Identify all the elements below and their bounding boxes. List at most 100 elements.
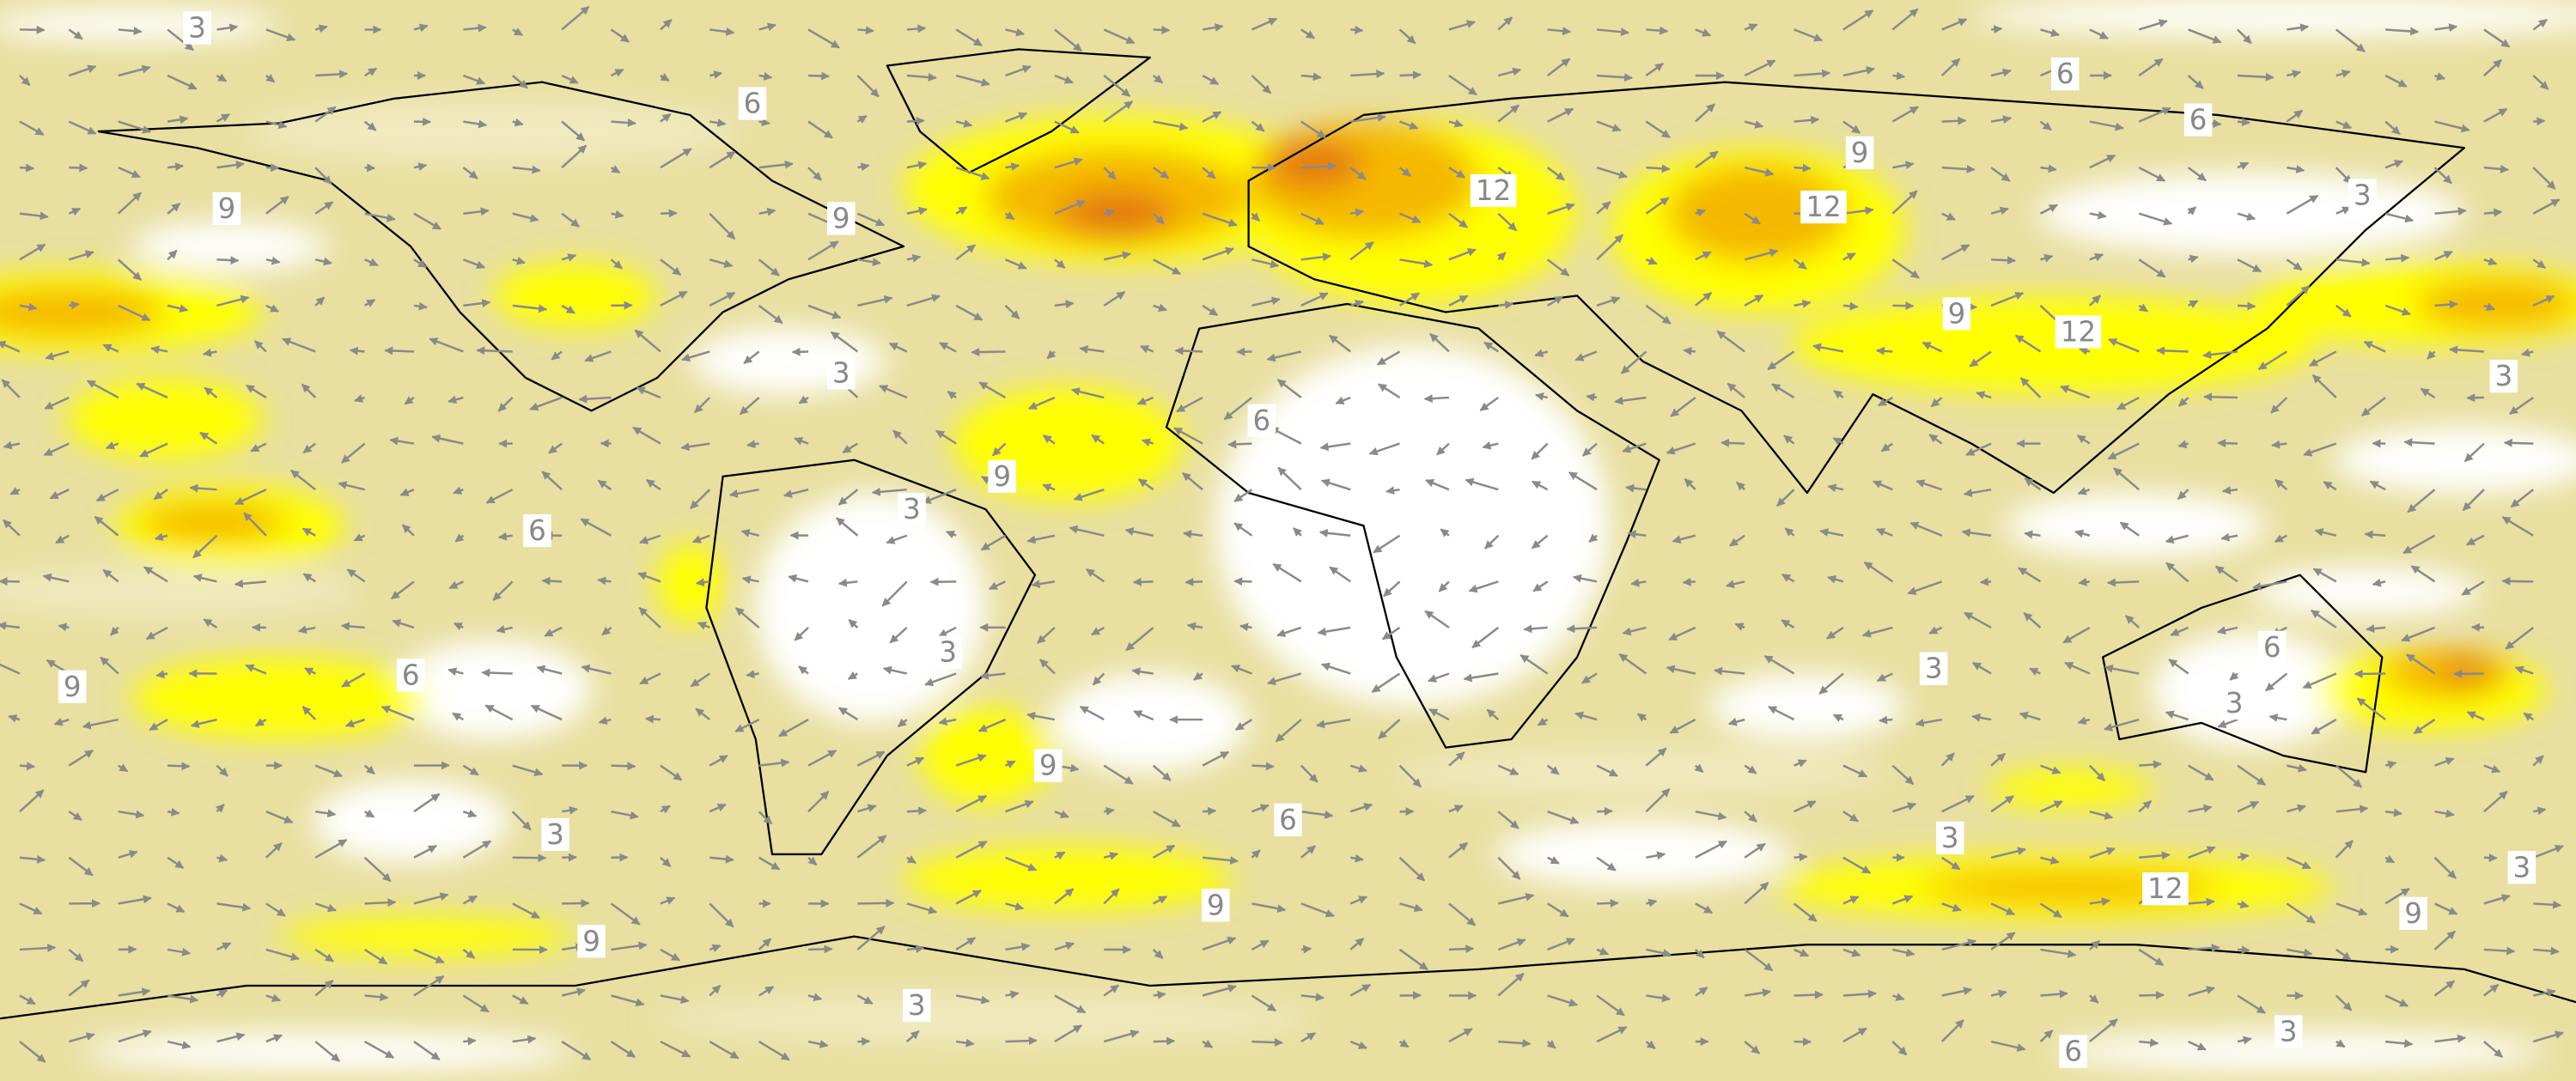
wind-arrow — [167, 28, 194, 52]
wind-arrow — [1991, 256, 2016, 265]
wind-arrow — [19, 762, 35, 771]
wind-arrow — [2104, 664, 2140, 675]
wind-arrow — [1, 379, 21, 398]
wind-arrow — [485, 489, 514, 504]
wind-arrow — [955, 74, 990, 87]
speed-region — [65, 378, 264, 460]
wind-arrow — [1793, 28, 1824, 42]
wind-arrow — [401, 524, 415, 537]
wind-arrow — [1448, 902, 1477, 926]
wind-arrow — [2384, 120, 2401, 136]
wind-arrow — [1103, 100, 1134, 123]
wind-arrow — [2434, 756, 2455, 767]
wind-arrow — [1694, 763, 1704, 774]
wind-arrow — [1136, 396, 1154, 405]
wind-arrow — [110, 626, 119, 636]
wind-arrow — [1534, 349, 1549, 358]
wind-arrow — [1251, 296, 1281, 307]
wind-arrow — [2138, 19, 2168, 31]
wind-arrow — [2449, 345, 2484, 355]
wind-arrow — [2274, 534, 2287, 544]
wind-arrow — [1486, 708, 1500, 720]
wind-arrow — [897, 718, 908, 728]
wind-arrow — [1990, 847, 2027, 859]
wind-arrow — [1833, 390, 1844, 399]
wind-arrow — [2532, 755, 2544, 767]
wind-arrow — [2039, 902, 2062, 919]
wind-arrow — [216, 73, 228, 82]
wind-arrow — [250, 442, 267, 452]
wind-arrow — [1588, 533, 1599, 544]
wind-arrow — [2089, 994, 2099, 1004]
wind-arrow — [364, 163, 376, 173]
wind-arrow — [2237, 853, 2250, 861]
wind-arrow — [2187, 167, 2207, 182]
wind-arrow — [282, 337, 316, 353]
speed-region — [755, 493, 986, 723]
wind-arrow — [462, 948, 476, 959]
wind-arrow — [1695, 840, 1727, 859]
wind-arrow — [1276, 626, 1302, 637]
wind-arrow — [338, 481, 365, 491]
wind-arrow — [2040, 948, 2077, 958]
wind-arrow — [1990, 902, 2015, 916]
speed-region — [2037, 172, 2464, 255]
wind-arrow — [2165, 710, 2189, 721]
wind-arrow — [1827, 483, 1844, 493]
wind-arrow — [2040, 28, 2060, 37]
wind-arrow — [1961, 528, 1992, 537]
wind-arrow — [136, 382, 168, 399]
wind-arrow — [389, 436, 415, 446]
wind-arrow — [1300, 764, 1318, 783]
wind-arrow — [69, 163, 88, 173]
wind-arrow — [118, 27, 143, 36]
wind-arrow — [2138, 303, 2148, 313]
wind-arrow — [798, 665, 809, 675]
wind-arrow — [94, 515, 119, 537]
wind-arrow — [150, 345, 168, 355]
wind-arrow — [2138, 106, 2171, 123]
contour-label: 6 — [402, 659, 420, 691]
wind-arrow — [314, 948, 334, 963]
wind-arrow — [1744, 842, 1766, 859]
wind-arrow — [1842, 9, 1874, 31]
wind-arrow — [117, 258, 143, 281]
wind-arrow — [1383, 580, 1401, 598]
wind-arrow — [2237, 118, 2251, 127]
wind-arrow — [758, 207, 776, 216]
wind-arrow — [2039, 203, 2058, 215]
wind-arrow — [1783, 434, 1795, 445]
wind-arrow — [1630, 578, 1647, 587]
wind-arrow — [1300, 161, 1337, 171]
wind-arrow — [807, 304, 842, 319]
wind-arrow — [167, 902, 186, 914]
wind-arrow — [462, 840, 492, 859]
wind-arrow — [2221, 486, 2238, 495]
wind-arrow — [1091, 626, 1105, 636]
wind-arrow — [2503, 438, 2534, 447]
wind-arrow — [906, 73, 937, 82]
wind-arrow — [302, 573, 316, 583]
wind-arrow — [697, 622, 710, 630]
wind-arrow — [2335, 840, 2354, 859]
wind-arrow — [297, 625, 316, 635]
wind-arrow — [1233, 489, 1253, 502]
label-box — [183, 11, 211, 45]
wind-arrow — [1971, 713, 1992, 722]
wind-arrow — [955, 890, 982, 905]
wind-arrow — [548, 442, 563, 454]
wind-arrow — [118, 167, 141, 179]
wind-arrow — [929, 577, 957, 586]
wind-arrow — [2501, 576, 2534, 586]
wind-arrow — [2188, 986, 2215, 997]
wind-arrow — [1645, 257, 1658, 265]
wind-arrow — [1275, 719, 1302, 743]
wind-arrow — [1468, 580, 1499, 593]
wind-arrow — [2433, 902, 2458, 915]
wind-arrow — [314, 201, 334, 215]
wind-arrow — [2177, 440, 2189, 449]
wind-arrow — [1300, 212, 1325, 226]
wind-arrow — [1668, 626, 1696, 641]
wind-arrow — [2089, 252, 2104, 262]
wind-arrow — [1153, 303, 1167, 312]
